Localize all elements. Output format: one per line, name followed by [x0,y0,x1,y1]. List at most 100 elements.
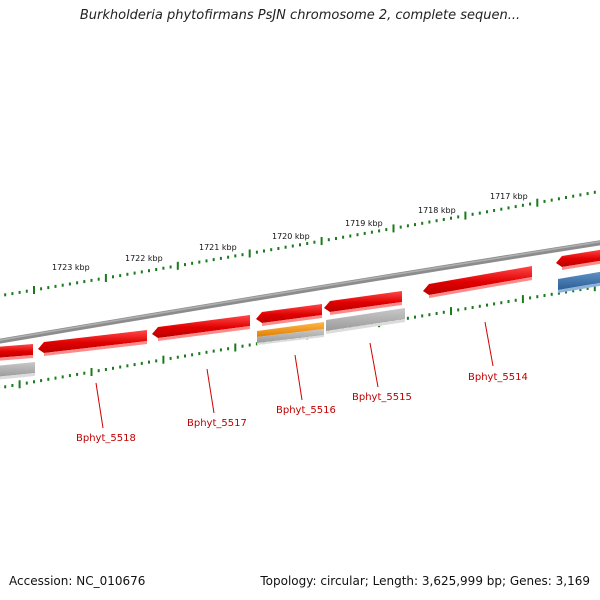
outer-scale-minor-tick [529,202,532,206]
outer-scale-minor-tick [521,203,524,207]
outer-scale-minor-tick [500,207,503,211]
outer-scale-minor-tick [184,263,186,267]
outer-scale-minor-tick [507,206,510,210]
outer-scale-minor-tick [54,284,57,288]
outer-scale-minor-tick [514,205,517,209]
inner-scale-minor-tick [529,296,532,300]
outer-scale-minor-tick [140,270,143,274]
map-title: Burkholderia phytofirmans PsJN chromosom… [79,8,521,23]
outer-scale-major-tick [33,286,35,294]
gene-label-5515[interactable]: Bphyt_5515 [352,392,412,403]
inner-scale-minor-tick [198,352,201,356]
outer-scale-minor-tick [83,280,86,284]
inner-scale-minor-tick [205,350,208,354]
gene-bphyt-5514[interactable] [423,266,532,298]
gene-bphyt-5516[interactable] [256,304,322,326]
outer-scale-major-tick [320,237,323,245]
feature-gray-left[interactable] [0,362,35,380]
gene-label-5516[interactable]: Bphyt_5516 [276,405,336,416]
outer-scale-minor-tick [486,210,488,214]
outer-scale-minor-tick [90,278,93,282]
outer-scale-minor-tick [306,242,309,245]
gene-label-5518[interactable]: Bphyt_5518 [76,433,136,444]
outer-scale-ticks [4,190,596,297]
inner-scale-minor-tick [155,359,158,363]
inner-scale-minor-tick [442,310,445,314]
inner-scale-minor-tick [414,315,416,319]
inner-scale-minor-tick [255,342,258,346]
outer-scale-minor-tick [97,277,100,281]
inner-scale-minor-tick [514,298,517,302]
gene-bphyt-5515[interactable] [324,291,402,315]
outer-scale-minor-tick [378,229,381,233]
gene-right-edge-red[interactable] [556,249,600,270]
gene-bphyt-5518[interactable] [0,344,33,361]
outer-scale-minor-tick [579,193,582,197]
inner-scale-minor-tick [248,343,251,347]
inner-scale-major-tick [18,380,21,389]
inner-scale-minor-tick [140,361,143,365]
inner-scale-major-tick [162,355,165,364]
feature-blue-right[interactable] [558,271,600,293]
outer-scale-minor-tick [219,256,222,260]
inner-scale-minor-tick [586,286,589,290]
outer-scale-minor-tick [471,212,474,216]
inner-scale-minor-tick [500,301,503,305]
outer-scale-minor-tick [299,243,301,247]
inner-scale-minor-tick [184,354,186,358]
inner-scale-minor-tick [4,385,7,389]
inner-scale-minor-tick [97,369,100,373]
inner-scale-minor-tick [104,368,107,371]
outer-scale-minor-tick [335,237,337,240]
inner-scale-minor-tick [486,303,488,307]
outer-scale-minor-tick [406,224,409,228]
scale-label-1723: 1723 kbp [52,263,90,272]
inner-scale-minor-tick [54,376,57,380]
scale-label-1722: 1722 kbp [125,254,163,263]
outer-scale-minor-tick [442,218,445,221]
outer-scale-minor-tick [543,199,546,203]
outer-scale-minor-tick [478,211,481,215]
outer-scale-minor-tick [385,228,388,232]
inner-scale-minor-tick [112,366,114,370]
outer-scale-minor-tick [277,247,280,250]
gene-label-5517[interactable]: Bphyt_5517 [187,418,247,429]
outer-scale-minor-tick [291,244,294,248]
inner-scale-minor-tick [241,344,244,348]
gene-bphyt-5517[interactable] [152,315,250,341]
chromosome-backbone [0,240,600,344]
inner-scale-minor-tick [126,364,129,368]
gene-label-5514[interactable]: Bphyt_5514 [468,372,528,383]
inner-scale-minor-tick [227,347,230,351]
outer-scale-minor-tick [241,253,244,257]
outer-scale-minor-tick [572,194,575,198]
outer-scale-minor-tick [4,293,7,297]
inner-scale-minor-tick [83,371,86,375]
accession-text: Accession: NC_010676 [9,574,146,588]
outer-scale-minor-tick [155,268,158,271]
outer-scale-minor-tick [11,292,14,296]
inner-scale-minor-tick [212,349,215,353]
outer-scale-minor-tick [25,289,28,293]
outer-scale-minor-tick [414,223,416,227]
leader-line-5516 [294,354,303,401]
feature-gray-5515[interactable] [326,308,405,334]
outer-scale-minor-tick [68,282,71,286]
outer-scale-minor-tick [399,225,402,229]
outer-scale-major-tick [536,198,539,207]
outer-scale-major-tick [104,274,107,282]
outer-scale-minor-tick [119,274,122,278]
inner-scale-minor-tick [76,372,79,376]
outer-scale-minor-tick [565,196,567,199]
outer-scale-minor-tick [370,230,373,234]
inner-scale-minor-tick [169,356,172,360]
inner-scale-minor-tick [435,312,438,315]
feature-orange[interactable] [257,322,324,345]
inner-scale-minor-tick [550,292,553,296]
leader-line-5515 [369,342,379,388]
scale-label-1721: 1721 kbp [199,243,237,252]
outer-scale-minor-tick [428,220,431,224]
gene-bphyt-5518b[interactable] [38,330,147,356]
outer-scale-minor-tick [363,231,366,235]
leader-line-5517 [206,368,215,414]
